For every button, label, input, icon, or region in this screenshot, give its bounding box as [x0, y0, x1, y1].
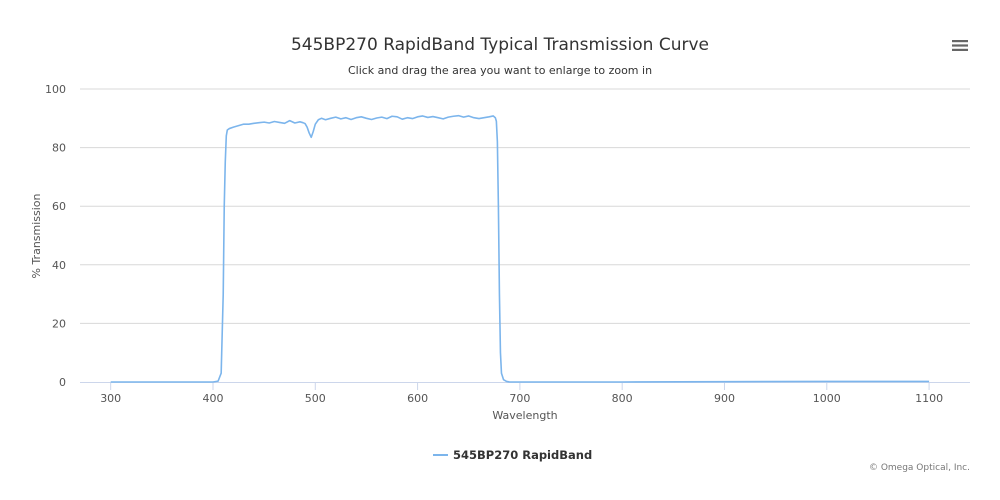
x-tick-label: 1000	[813, 392, 841, 405]
x-tick-label: 300	[100, 392, 121, 405]
x-tick-label: 500	[305, 392, 326, 405]
legend-label: 545BP270 RapidBand	[453, 448, 592, 462]
menu-button[interactable]	[952, 40, 968, 51]
y-tick-label: 100	[45, 83, 66, 96]
x-axis-title: Wavelength	[492, 409, 557, 422]
y-tick-label: 40	[52, 259, 66, 272]
legend-item[interactable]: 545BP270 RapidBand	[433, 448, 592, 462]
y-tick-label: 60	[52, 200, 66, 213]
grid-lines	[80, 88, 970, 324]
y-tick-label: 80	[52, 142, 66, 155]
x-tick-label: 600	[407, 392, 428, 405]
hamburger-menu-icon	[952, 40, 968, 51]
y-tick-label: 0	[59, 376, 66, 389]
plot-area[interactable]	[110, 114, 930, 383]
x-tick-label: 900	[714, 392, 735, 405]
chart-subtitle: Click and drag the area you want to enla…	[348, 64, 652, 77]
chart-title: 545BP270 RapidBand Typical Transmission …	[291, 35, 709, 55]
x-tick-label: 700	[509, 392, 530, 405]
x-tick-label: 1100	[915, 392, 943, 405]
series-line-0[interactable]	[110, 114, 930, 383]
x-tick-label: 400	[202, 392, 223, 405]
y-axis-title: % Transmission	[30, 193, 43, 278]
y-axis-ticks: 0 20 40 60 80 100	[45, 83, 66, 389]
x-axis-ticks: 300 400 500 600 700 800 900 1000 1100	[100, 382, 943, 405]
credits-text[interactable]: © Omega Optical, Inc.	[869, 463, 970, 473]
y-tick-label: 20	[52, 317, 66, 330]
x-tick-label: 800	[612, 392, 633, 405]
